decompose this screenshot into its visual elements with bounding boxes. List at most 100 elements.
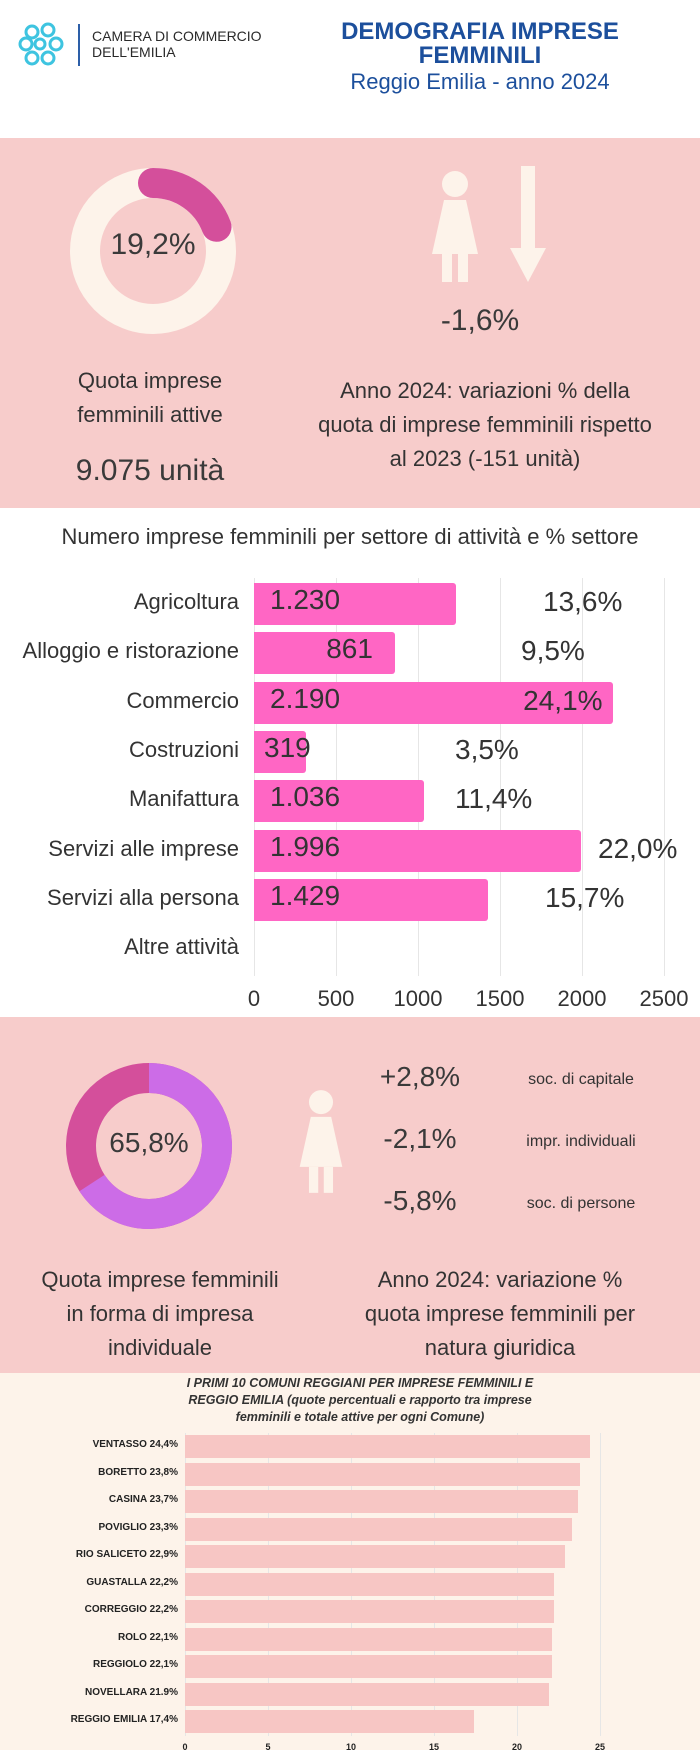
sector-pct-label: 24,1% xyxy=(523,684,603,716)
sector-label-servizi-alle-imprese: Servizi alle imprese xyxy=(48,835,239,861)
comuni-label-poviglio-23-3: POVIGLIO 23,3% xyxy=(98,1521,178,1533)
sector-gridline xyxy=(254,578,255,977)
variation-text-line-2: quota di imprese femminili rispetto xyxy=(318,412,652,437)
sector-label-costruzioni: Costruzioni xyxy=(128,736,239,762)
comuni-label-rio-saliceto-22-9: RIO SALICETO 22,9% xyxy=(75,1549,178,1560)
sector-label-servizi-alla-persona: Servizi alla persona xyxy=(47,884,239,910)
quota-section: 19,2% Quota imprese femminili attive 9.0… xyxy=(0,138,700,508)
comuni-x-tick: 15 xyxy=(428,1741,440,1752)
comuni-bar-guastalla-22-2 xyxy=(185,1572,554,1596)
comuni-bar-rio-saliceto-22-9 xyxy=(185,1545,566,1568)
comuni-label-reggiolo-22-1: REGGIOLO 22,1% xyxy=(92,1659,178,1670)
sector-pct-label: 15,7% xyxy=(545,881,625,913)
sector-pct-label: 3,5% xyxy=(455,733,519,765)
forma-row-label: soc. di persone xyxy=(526,1195,636,1212)
forma-row-label: impr. individuali xyxy=(526,1133,636,1150)
sector-value-label: 319 xyxy=(264,731,311,763)
forma-label-line-3: individuale xyxy=(108,1335,212,1360)
sector-bar-manifattura xyxy=(254,780,424,823)
comuni-x-tick: 25 xyxy=(594,1741,606,1752)
comuni-x-tick: 0 xyxy=(182,1741,188,1752)
forma-label: Quota imprese femminili in forma di impr… xyxy=(10,1263,310,1365)
sector-gridline xyxy=(582,578,583,977)
sector-gridline xyxy=(336,578,337,977)
sector-value-label: 1.429 xyxy=(270,879,341,911)
page-subtitle: Reggio Emilia - anno 2024 xyxy=(350,69,610,94)
comuni-x-tick: 20 xyxy=(511,1741,523,1752)
quota-variation-value: -1,6% xyxy=(440,304,520,337)
comuni-gridline xyxy=(600,1433,601,1736)
forma-text-line-1: Anno 2024: variazione % xyxy=(377,1267,623,1292)
sector-value-label: 1.036 xyxy=(270,781,341,813)
comuni-section: I PRIMI 10 COMUNI REGGIANI PER IMPRESE F… xyxy=(0,1373,700,1752)
quota-label-line-2: femminili attive xyxy=(77,402,223,427)
variation-text-line-3: al 2023 (-151 unità) xyxy=(389,446,581,471)
sector-x-tick: 2500 xyxy=(639,986,689,1012)
comuni-bar-boretto-23-8 xyxy=(185,1462,581,1486)
comuni-chart-title: I PRIMI 10 COMUNI REGGIANI PER IMPRESE F… xyxy=(160,1375,560,1426)
sector-pct-label: 13,6% xyxy=(543,586,623,617)
woman-icon xyxy=(432,171,478,282)
comuni-title-line-3: femminili e totale attive per ogni Comun… xyxy=(235,1410,485,1424)
sector-label-altre-attivit: Altre attività xyxy=(124,934,239,960)
sector-x-tick: 0 xyxy=(247,986,261,1012)
title-line-1: DEMOGRAFIA IMPRESE xyxy=(341,18,619,45)
forma-row-value: -5,8% xyxy=(383,1185,457,1216)
comuni-bar-reggio-emilia-17-4 xyxy=(185,1710,474,1733)
quota-donut-value: 19,2% xyxy=(110,228,196,261)
sector-label-commercio: Commercio xyxy=(126,687,239,713)
camera-logo-icon xyxy=(18,22,64,66)
sector-x-tick: 1500 xyxy=(475,986,525,1012)
forma-row-value: +2,8% xyxy=(379,1061,461,1092)
quota-label-line-1: Quota imprese xyxy=(77,368,223,393)
woman-icon-2 xyxy=(299,1090,343,1193)
sector-bar-servizi-alla-persona xyxy=(254,878,489,921)
sector-gridline xyxy=(418,578,419,977)
sector-x-tick: 2000 xyxy=(557,986,607,1012)
page-title: DEMOGRAFIA IMPRESE FEMMINILI Reggio Emil… xyxy=(300,20,660,96)
sector-value-label: 861 xyxy=(326,633,373,665)
forma-row-value: -2,1% xyxy=(383,1123,457,1154)
comuni-bar-casina-23-7 xyxy=(185,1490,579,1513)
sector-value-label: 2.190 xyxy=(270,682,341,714)
sector-gridline xyxy=(664,578,665,977)
sector-bar-agricoltura xyxy=(254,583,456,625)
sector-gridline xyxy=(500,578,501,977)
comuni-label-boretto-23-8: BORETTO 23,8% xyxy=(98,1466,178,1478)
comuni-label-casina-23-7: CASINA 23,7% xyxy=(108,1494,178,1505)
logo-divider xyxy=(78,24,80,66)
comuni-title-line-2: REGGIO EMILIA (quote percentuali e rappo… xyxy=(188,1393,532,1407)
sector-bar-servizi-alle-imprese xyxy=(254,829,582,872)
comuni-bar-correggio-22-2 xyxy=(185,1600,554,1623)
comuni-bar-novellara-21-9 xyxy=(185,1682,549,1706)
comuni-title-line-1: I PRIMI 10 COMUNI REGGIANI PER IMPRESE F… xyxy=(186,1376,534,1390)
comuni-label-correggio-22-2: CORREGGIO 22,2% xyxy=(84,1604,178,1615)
forma-donut xyxy=(66,1063,232,1229)
forma-text-line-3: natura giuridica xyxy=(424,1335,576,1360)
comuni-x-tick: 10 xyxy=(345,1741,357,1752)
sector-label-agricoltura: Agricoltura xyxy=(133,589,239,614)
arrow-down-icon xyxy=(510,166,546,282)
header: CAMERA DI COMMERCIO DELL'EMILIA DEMOGRAF… xyxy=(0,0,700,138)
sector-pct-label: 9,5% xyxy=(521,635,585,667)
sector-bar-commercio xyxy=(254,681,614,724)
comuni-bar-ventasso-24-4 xyxy=(185,1435,591,1458)
forma-label-line-1: Quota imprese femminili xyxy=(41,1267,279,1292)
sector-label-alloggio-e-ristorazione: Alloggio e ristorazione xyxy=(22,638,239,664)
title-line-2: FEMMINILI xyxy=(418,42,542,69)
forma-label-line-2: in forma di impresa xyxy=(66,1301,254,1326)
quota-label: Quota imprese femminili attive xyxy=(40,364,260,432)
quota-units: 9.075 unità xyxy=(75,454,225,487)
sector-x-tick: 1000 xyxy=(393,986,443,1012)
quota-donut-arc xyxy=(70,168,236,334)
sector-pct-label: 22,0% xyxy=(598,832,678,864)
sector-chart-title: Numero imprese femminili per settore di … xyxy=(61,524,639,549)
forma-variation-text: Anno 2024: variazione % quota imprese fe… xyxy=(340,1263,660,1365)
comuni-bar-poviglio-23-3 xyxy=(185,1517,572,1541)
comuni-label-guastalla-22-2: GUASTALLA 22,2% xyxy=(86,1576,178,1588)
comuni-label-reggio-emilia-17-4: REGGIO EMILIA 17,4% xyxy=(70,1714,178,1725)
sector-pct-label: 11,4% xyxy=(455,783,533,815)
quota-variation-text: Anno 2024: variazioni % della quota di i… xyxy=(290,374,680,476)
logo-line-2: DELL'EMILIA xyxy=(92,44,176,60)
sector-value-label: 1.996 xyxy=(270,830,341,862)
